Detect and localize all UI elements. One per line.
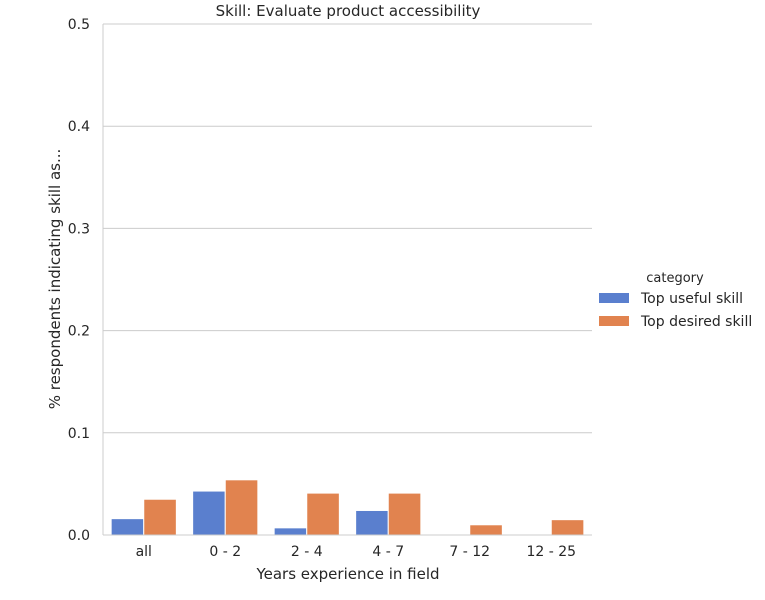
bars <box>110 479 585 536</box>
bar-top-useful <box>192 490 226 536</box>
axes <box>102 24 592 536</box>
bar-top-desired <box>143 498 177 536</box>
legend-title: category <box>646 271 704 286</box>
bar-top-useful <box>110 518 145 536</box>
gridlines <box>103 23 592 434</box>
y-tick-label: 0.5 <box>68 17 90 33</box>
bar-top-useful <box>273 527 308 536</box>
x-tick-labels: all 0 - 2 2 - 4 4 - 7 7 - 12 12 - 25 <box>136 544 576 560</box>
x-axis-label: Years experience in field <box>255 565 439 583</box>
y-tick-label: 0.2 <box>68 324 90 340</box>
bar-top-desired <box>387 492 422 536</box>
y-tick-label: 0.1 <box>68 426 90 442</box>
y-axis-label: % respondents indicating skill as... <box>46 149 64 410</box>
bar-top-desired <box>550 519 585 536</box>
bar-top-desired <box>469 524 503 536</box>
x-tick-label: all <box>136 544 152 560</box>
legend-label-top-useful: Top useful skill <box>640 291 743 307</box>
bar-top-desired <box>306 492 340 536</box>
y-tick-label: 0.3 <box>68 221 90 237</box>
x-tick-label: 12 - 25 <box>526 544 576 560</box>
x-tick-label: 7 - 12 <box>449 544 490 560</box>
bar-top-useful <box>355 509 389 536</box>
x-tick-label: 2 - 4 <box>291 544 323 560</box>
chart-title: Skill: Evaluate product accessibility <box>216 2 481 20</box>
x-tick-label: 4 - 7 <box>372 544 404 560</box>
bar-top-desired <box>224 479 259 536</box>
y-tick-label: 0.0 <box>68 528 90 544</box>
y-tick-labels: 0.0 0.1 0.2 0.3 0.4 0.5 <box>68 17 90 544</box>
y-tick-label: 0.4 <box>68 119 90 135</box>
x-tick-label: 0 - 2 <box>209 544 241 560</box>
legend-label-top-desired: Top desired skill <box>640 314 752 330</box>
legend: category Top useful skill Top desired sk… <box>599 271 752 330</box>
legend-swatch-top-desired <box>599 316 629 326</box>
legend-swatch-top-useful <box>599 293 629 303</box>
